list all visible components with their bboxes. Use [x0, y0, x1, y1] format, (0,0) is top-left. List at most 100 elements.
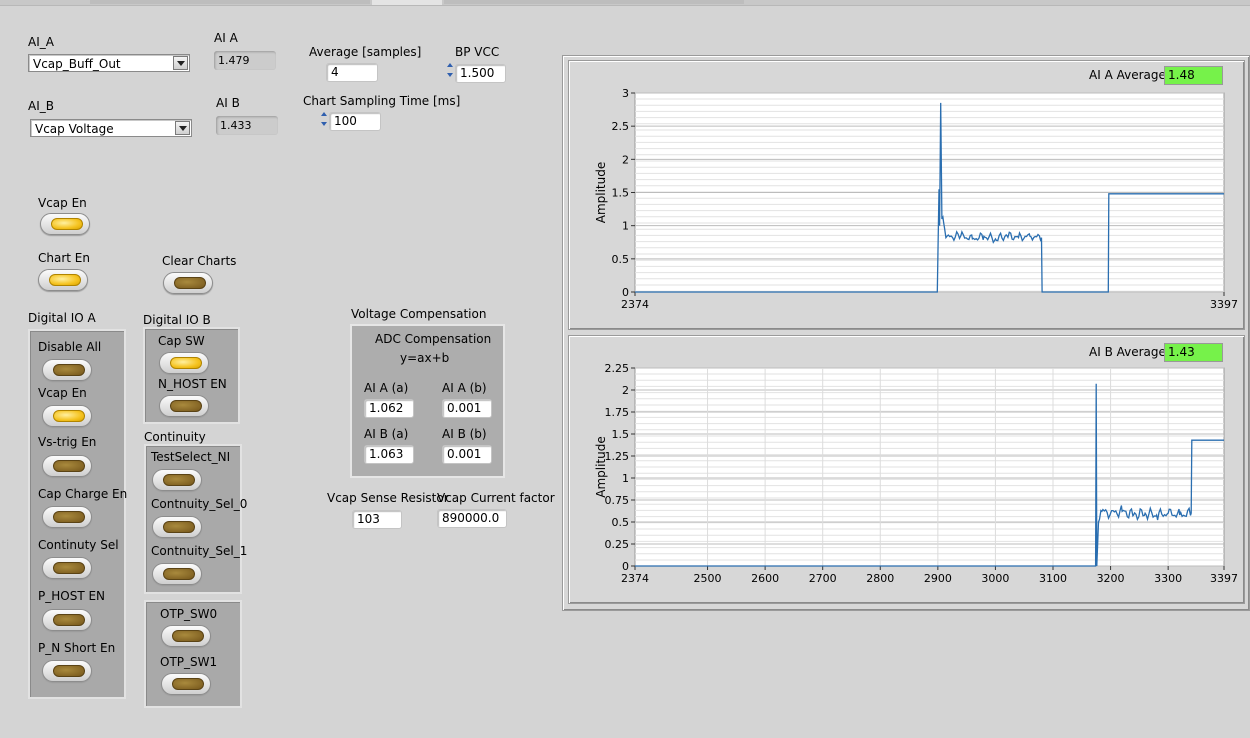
- chart-b-y-tick-label: 1.75: [605, 406, 630, 419]
- dio-a-button-continuty-sel[interactable]: [42, 557, 92, 579]
- chart-a-plot[interactable]: 0 0.5 1 1.5 2 2.5 3 2374 3397 Amplitude: [569, 61, 1246, 331]
- ai-b-indicator: 1.433: [216, 116, 278, 135]
- continuity-title: Continuity: [144, 430, 206, 444]
- dio-a-label-p-n-short-en: P_N Short En: [38, 641, 116, 655]
- led-icon: [170, 357, 202, 369]
- led-icon: [53, 511, 85, 523]
- dio-a-button-p-host-en[interactable]: [42, 609, 92, 631]
- ai-a-indicator-label: AI A: [214, 31, 238, 45]
- chart-time-label: Chart Sampling Time [ms]: [303, 94, 461, 108]
- chart-b-y-tick-label: 1: [622, 472, 629, 485]
- ai-b-select-value: Vcap Voltage: [35, 122, 114, 136]
- chart-a-avg-value: 1.48: [1164, 66, 1223, 85]
- continuity-label-contnuity-sel-1: Contnuity_Sel_1: [151, 544, 248, 558]
- sense-input[interactable]: 103: [352, 510, 402, 529]
- dio-a-label-disable-all: Disable All: [38, 340, 102, 354]
- dio-b-label-cap-sw: Cap SW: [158, 334, 205, 348]
- led-icon: [49, 274, 81, 286]
- led-icon: [51, 218, 83, 230]
- chart-b-x-tick-label: 3200: [1097, 572, 1125, 585]
- continuity-button-testselect-ni[interactable]: [152, 469, 202, 491]
- chart-a-y-tick-label: 3: [622, 87, 629, 100]
- dio-a-label-p-host-en: P_HOST EN: [38, 589, 106, 603]
- led-icon: [53, 614, 85, 626]
- tab-active[interactable]: [372, 0, 442, 5]
- chart-a-y-tick-label: 1: [622, 220, 629, 233]
- tab-inactive[interactable]: [444, 0, 744, 4]
- aia-b-input[interactable]: 0.001: [442, 399, 492, 418]
- led-icon: [53, 665, 85, 677]
- otp-label-sw1: OTP_SW1: [160, 655, 218, 669]
- vcap-en-label: Vcap En: [38, 196, 87, 210]
- dio-a-button-vcap-en[interactable]: [42, 405, 92, 427]
- aib-a-input[interactable]: 1.063: [364, 445, 414, 464]
- dio-b-button-n-host-en[interactable]: [159, 395, 209, 417]
- vcap-en-button[interactable]: [40, 213, 90, 235]
- chart-a-y-axis-label: Amplitude: [594, 162, 608, 224]
- chart-en-button[interactable]: [38, 269, 88, 291]
- dio-a-button-vs-trig-en[interactable]: [42, 455, 92, 477]
- dio-b-button-cap-sw[interactable]: [159, 352, 209, 374]
- chart-b-x-tick-label: 2374: [621, 572, 649, 585]
- continuity-label-testselect-ni: TestSelect_NI: [151, 450, 231, 464]
- chart-b-x-tick-label: 2900: [924, 572, 952, 585]
- continuity-button-contnuity-sel-0[interactable]: [152, 516, 202, 538]
- aia-a-input[interactable]: 1.062: [364, 399, 414, 418]
- chart-b-frame: AI B Average 1.43 0 0.25 0.5 0.75 1 1.25 1.5 1.…: [568, 335, 1245, 604]
- chart-b-avg-label: AI B Average: [1089, 345, 1166, 359]
- led-icon: [170, 400, 202, 412]
- chevron-down-icon[interactable]: [175, 121, 190, 135]
- dio-a-title: Digital IO A: [28, 311, 96, 325]
- chart-b-series-line: [635, 383, 1224, 567]
- chart-a-y-tick-label: 2.5: [612, 120, 630, 133]
- dio-a-button-disable-all[interactable]: [42, 359, 92, 381]
- ai-a-indicator: 1.479: [214, 51, 276, 70]
- dio-a-label-vcap-en: Vcap En: [38, 386, 87, 400]
- average-input[interactable]: 4: [326, 63, 378, 82]
- ai-a-select[interactable]: Vcap_Buff_Out: [28, 54, 190, 72]
- dio-b-panel: Cap SW N_HOST EN: [143, 327, 240, 424]
- aib-b-input[interactable]: 0.001: [442, 445, 492, 464]
- chart-b-y-tick-label: 0.25: [605, 538, 630, 551]
- clear-charts-label: Clear Charts: [162, 254, 237, 268]
- ai-b-select[interactable]: Vcap Voltage: [30, 119, 192, 137]
- tab-strip: [0, 0, 1250, 6]
- continuity-panel: TestSelect_NI Contnuity_Sel_0 Contnuity_Se…: [144, 444, 247, 594]
- chart-a-series-line: [635, 102, 1224, 293]
- continuity-button-contnuity-sel-1[interactable]: [152, 563, 202, 585]
- chart-b-y-tick-label: 2.25: [605, 362, 630, 375]
- otp-panel: OTP_SW0 OTP_SW1: [144, 600, 242, 708]
- chart-b-x-tick-label: 2500: [694, 572, 722, 585]
- chart-a-y-tick-label: 1.5: [612, 187, 630, 200]
- chart-b-y-tick-label: 1.5: [612, 428, 630, 441]
- increment-arrows-icon[interactable]: [320, 111, 328, 129]
- aia-b-label: AI A (b): [442, 381, 487, 395]
- bpvcc-label: BP VCC: [455, 45, 500, 59]
- otp-button-sw1[interactable]: [161, 673, 211, 695]
- clear-charts-button[interactable]: [163, 272, 213, 294]
- led-icon: [163, 474, 195, 486]
- chart-a-y-tick-label: 2: [622, 153, 629, 166]
- led-icon: [53, 460, 85, 472]
- average-label: Average [samples]: [309, 45, 422, 59]
- chart-b-y-tick-label: 0.75: [605, 494, 630, 507]
- chevron-down-icon[interactable]: [173, 56, 188, 70]
- led-icon: [163, 568, 195, 580]
- factor-input[interactable]: 890000.0: [437, 509, 507, 528]
- chart-b-plot[interactable]: 0 0.25 0.5 0.75 1 1.25 1.5 1.75 2 2.25 2374 2500 260…: [569, 336, 1246, 605]
- chart-b-x-tick-label: 3300: [1154, 572, 1182, 585]
- tab-inactive[interactable]: [90, 0, 370, 4]
- led-icon: [172, 630, 204, 642]
- ai-b-select-label: AI_B: [28, 99, 54, 113]
- bpvcc-input[interactable]: 1.500: [455, 64, 506, 83]
- increment-arrows-icon[interactable]: [446, 62, 454, 80]
- otp-button-sw0[interactable]: [161, 625, 211, 647]
- dio-a-button-cap-charge-en[interactable]: [42, 506, 92, 528]
- dio-b-label-n-host-en: N_HOST EN: [158, 377, 227, 391]
- chart-b-x-tick-label: 3100: [1039, 572, 1067, 585]
- dio-a-button-p-n-short-en[interactable]: [42, 660, 92, 682]
- ai-a-select-label: AI_A: [28, 35, 54, 49]
- led-icon: [174, 277, 206, 289]
- chart-time-input[interactable]: 100: [329, 112, 381, 131]
- dio-a-label-vs-trig-en: Vs-trig En: [38, 435, 97, 449]
